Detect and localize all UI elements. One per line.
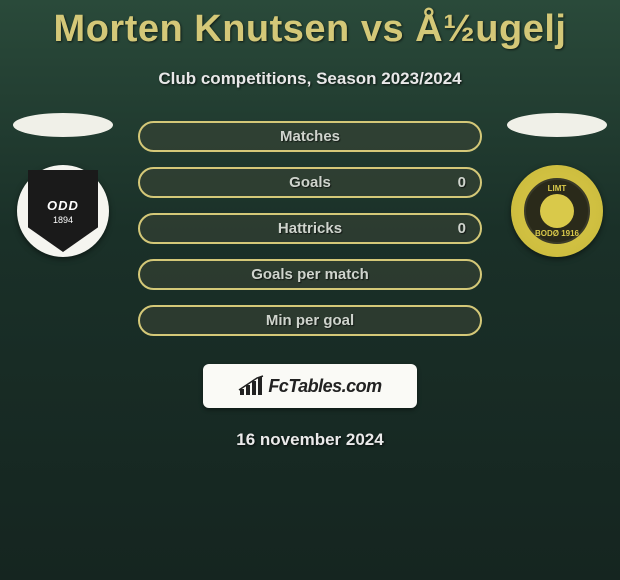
- stat-right-value: 0: [458, 220, 466, 237]
- stat-row-goals: Goals 0: [138, 167, 482, 198]
- stat-row-goals-per-match: Goals per match: [138, 259, 482, 290]
- left-team-crest: ODD 1894: [17, 165, 109, 257]
- stat-row-hattricks: Hattricks 0: [138, 213, 482, 244]
- odd-shield: ODD 1894: [28, 170, 98, 252]
- stat-label: Goals per match: [251, 266, 369, 283]
- right-player-column: LIMT BODØ 1916: [502, 113, 612, 257]
- stat-label: Hattricks: [278, 220, 342, 237]
- page-title: Morten Knutsen vs Å½ugelj: [0, 0, 620, 51]
- stat-rows: Matches Goals 0 Hattricks 0 Goals per ma…: [138, 121, 482, 336]
- right-name-bubble: [507, 113, 607, 137]
- fctables-logo[interactable]: FcTables.com: [203, 364, 417, 408]
- left-name-bubble: [13, 113, 113, 137]
- stat-right-value: 0: [458, 174, 466, 191]
- date-text: 16 november 2024: [0, 430, 620, 450]
- odd-crest-label: ODD: [47, 198, 79, 213]
- stat-row-min-per-goal: Min per goal: [138, 305, 482, 336]
- stat-label: Min per goal: [266, 312, 354, 329]
- comparison-area: ODD 1894 LIMT BODØ 1916 Matches Goals 0 …: [0, 121, 620, 450]
- stat-label: Goals: [289, 174, 331, 191]
- left-player-column: ODD 1894: [8, 113, 118, 257]
- right-team-crest: LIMT BODØ 1916: [511, 165, 603, 257]
- glimt-crest-top: LIMT: [548, 184, 567, 193]
- bar-chart-icon: [238, 375, 264, 397]
- stat-label: Matches: [280, 128, 340, 145]
- logo-text: FcTables.com: [268, 376, 381, 397]
- stat-row-matches: Matches: [138, 121, 482, 152]
- odd-crest-year: 1894: [53, 215, 73, 225]
- subtitle: Club competitions, Season 2023/2024: [0, 69, 620, 89]
- glimt-inner: LIMT BODØ 1916: [524, 178, 590, 244]
- glimt-crest-bottom: BODØ 1916: [535, 229, 579, 238]
- glimt-ball-icon: [540, 194, 574, 228]
